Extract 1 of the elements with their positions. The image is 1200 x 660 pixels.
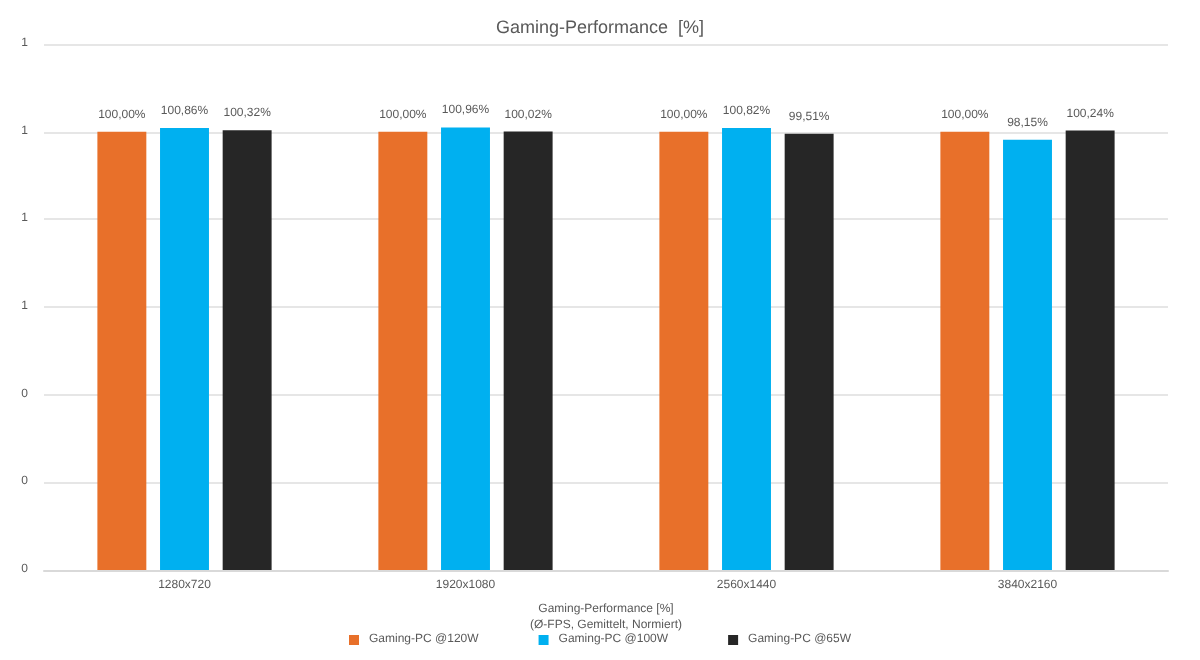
chart-title: Gaming-Performance [%] bbox=[495, 17, 705, 37]
